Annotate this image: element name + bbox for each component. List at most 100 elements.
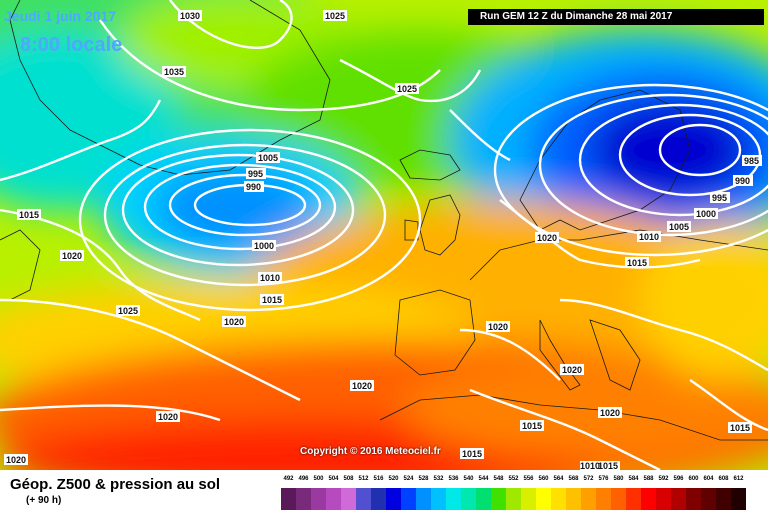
svg-text:985: 985 [744,156,759,166]
legend-value-label: 492 [283,476,294,482]
isobar-label: 1020 [4,454,28,465]
legend-color-swatch [596,488,611,510]
isobar-label: 1020 [486,321,510,332]
isobar-label: 1020 [535,232,559,243]
footer-bar: Géop. Z500 & pression au sol (+ 90 h) 49… [0,470,768,512]
legend-value-label: 568 [568,476,579,482]
isobar-label: 1015 [520,420,544,431]
isobar-label: 990 [733,175,753,186]
svg-text:1010: 1010 [260,273,280,283]
svg-text:990: 990 [735,176,750,186]
legend-value-label: 500 [313,476,324,482]
svg-text:1025: 1025 [118,306,138,316]
legend-color-swatch [611,488,626,510]
svg-text:1005: 1005 [669,222,689,232]
legend-value-label: 540 [463,476,474,482]
legend-value-label: 512 [358,476,369,482]
isobar-label: 1020 [598,407,622,418]
legend-color-swatch [656,488,671,510]
svg-text:1020: 1020 [488,322,508,332]
legend-value-label: 536 [448,476,459,482]
svg-text:1010: 1010 [580,461,600,470]
svg-text:1025: 1025 [325,11,345,21]
svg-text:1020: 1020 [158,412,178,422]
legend-color-swatch [311,488,326,510]
legend-value-label: 516 [373,476,384,482]
svg-text:1020: 1020 [562,365,582,375]
legend-value-label: 576 [598,476,609,482]
legend-value-label: 608 [718,476,729,482]
isobar-label: 985 [742,155,762,166]
legend-color-swatch [551,488,566,510]
svg-text:1015: 1015 [627,258,647,268]
svg-text:1015: 1015 [522,421,542,431]
isobar-label: 1015 [260,294,284,305]
legend-value-label: 524 [403,476,414,482]
isobar-label: 1020 [222,316,246,327]
isobar-label: 1020 [350,380,374,391]
legend-color-swatch [671,488,686,510]
legend-value-label: 532 [433,476,444,482]
legend-value-label: 560 [538,476,549,482]
legend-color-swatch [566,488,581,510]
legend-value-label: 564 [553,476,564,482]
legend-color-swatch [626,488,641,510]
isobar-label: 1015 [728,422,752,433]
legend-value-label: 596 [673,476,684,482]
isobar-label: 1000 [252,240,276,251]
isobar-label: 1005 [256,152,280,163]
legend-color-swatch [281,488,296,510]
svg-text:1000: 1000 [696,209,716,219]
legend-color-swatch [431,488,446,510]
legend-value-label: 508 [343,476,354,482]
legend-value-label: 584 [628,476,639,482]
legend-color-swatch [536,488,551,510]
isobar-label: 1025 [116,305,140,316]
isobar-label: 1015 [17,209,41,220]
legend-color-swatch [716,488,731,510]
legend-color-swatch [371,488,386,510]
legend-color-swatch [506,488,521,510]
legend-color-swatch [581,488,596,510]
svg-text:1020: 1020 [224,317,244,327]
svg-text:1005: 1005 [258,153,278,163]
svg-text:1025: 1025 [397,84,417,94]
legend-value-label: 612 [733,476,744,482]
legend-value-label: 600 [688,476,699,482]
svg-text:990: 990 [246,182,261,192]
parameter-title: Géop. Z500 & pression au sol [10,476,221,493]
map-canvas: 1030 1025 1035 1025 1005 995 990 1000 10… [0,0,768,470]
legend-color-swatch [641,488,656,510]
svg-text:995: 995 [712,193,727,203]
legend-value-label: 592 [658,476,669,482]
legend-color-swatch [341,488,356,510]
legend-color-swatch [446,488,461,510]
legend-value-label: 528 [418,476,429,482]
svg-text:1020: 1020 [6,455,26,465]
svg-text:1015: 1015 [730,423,750,433]
legend-color-swatch [476,488,491,510]
isobar-label: 1015 [625,257,649,268]
legend-color-swatch [356,488,371,510]
legend-value-label: 520 [388,476,399,482]
legend-value-label: 496 [298,476,309,482]
svg-text:1015: 1015 [598,461,618,470]
isobar-label: 995 [246,168,266,179]
svg-text:1020: 1020 [537,233,557,243]
model-run-info: Run GEM 12 Z du Dimanche 28 mai 2017 [468,9,764,25]
isobars [0,0,768,470]
svg-text:1000: 1000 [254,241,274,251]
isobar-label: 1020 [560,364,584,375]
legend-color-swatch [326,488,341,510]
svg-text:1030: 1030 [180,11,200,21]
isobar-labels: 1030 1025 1035 1025 1005 995 990 1000 10… [4,10,762,470]
forecast-hour: (+ 90 h) [26,495,62,506]
svg-text:1015: 1015 [262,295,282,305]
legend-value-label: 588 [643,476,654,482]
svg-text:1020: 1020 [62,251,82,261]
legend-color-swatch [401,488,416,510]
isobar-label: 1005 [667,221,691,232]
isobar-label: 1035 [162,66,186,77]
legend-color-swatch [416,488,431,510]
